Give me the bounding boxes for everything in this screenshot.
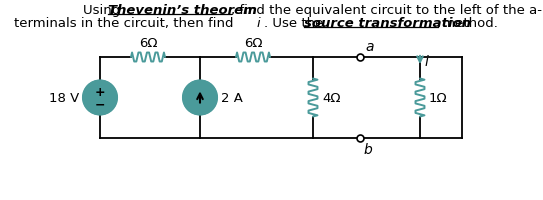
Text: 18 V: 18 V — [49, 92, 79, 104]
Text: b: b — [364, 142, 372, 156]
Text: 6Ω: 6Ω — [244, 37, 262, 50]
Text: i: i — [257, 17, 261, 30]
Text: a: a — [365, 40, 374, 54]
Circle shape — [183, 81, 217, 115]
Text: +: + — [94, 86, 105, 99]
Text: 6Ω: 6Ω — [139, 37, 157, 50]
Text: , find the equivalent circuit to the left of the a-b: , find the equivalent circuit to the lef… — [231, 4, 543, 17]
Text: 4Ω: 4Ω — [322, 92, 340, 104]
Text: 1Ω: 1Ω — [429, 92, 447, 104]
Text: Thevenin’s theorem: Thevenin’s theorem — [108, 4, 257, 17]
Text: . Use the: . Use the — [264, 17, 327, 30]
Text: method.: method. — [438, 17, 498, 30]
Circle shape — [83, 81, 117, 115]
Text: Using: Using — [83, 4, 124, 17]
Text: 2 A: 2 A — [221, 92, 243, 104]
Text: i: i — [425, 55, 429, 69]
Text: −: − — [94, 99, 105, 111]
Text: source transformation: source transformation — [304, 17, 471, 30]
Text: terminals in the circuit, then find: terminals in the circuit, then find — [14, 17, 238, 30]
